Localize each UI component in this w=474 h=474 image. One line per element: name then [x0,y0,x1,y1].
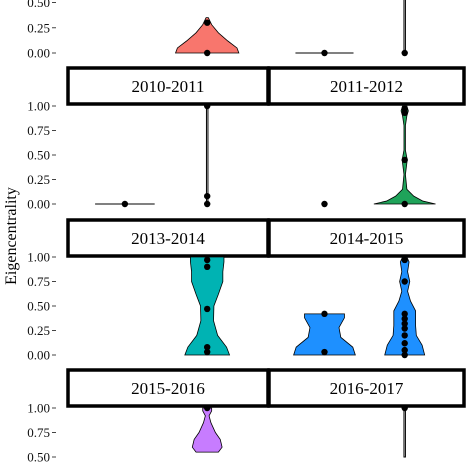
facet-panel [295,0,408,57]
y-tick-label: 0.25 [27,172,50,187]
data-point [204,200,211,208]
facet-strip-label: 2015-2016 [131,379,205,398]
violin-body [384,256,426,356]
violin-body [373,105,436,205]
violin-body [403,407,406,458]
data-point [401,346,408,354]
data-point [401,320,408,327]
data-point [204,305,211,313]
facet-strip [267,218,466,258]
facet-strip [267,368,466,408]
data-point [401,315,408,322]
y-axis-title-group: Eigencentrality [3,187,20,285]
y-tick-label: 0.25 [27,20,50,35]
data-point [204,343,211,351]
data-point [321,310,328,318]
data-point [401,49,408,57]
facet-panel: 2010-2011 0.00 0.25 0.50 0.75 1.00 [27,66,270,212]
facet-strip-label: 2013-2014 [131,229,205,248]
y-tick-label: 0.75 [27,425,50,440]
y-tick-label: 0.00 [27,197,50,212]
y-tick-label: 0.50 [27,450,50,465]
y-tick-label: 0.50 [27,0,50,10]
facet-strip [267,66,466,106]
data-point [204,404,211,412]
data-point [401,105,408,113]
data-point [401,310,408,318]
facet-panel: 2014-2015 [267,218,466,359]
facet-strip-label: 2014-2015 [330,229,404,248]
facet-panel: 0.00 0.25 0.50 [27,0,240,61]
facet-strip-label: 2010-2011 [131,77,204,96]
facet-strip-label: 2016-2017 [330,379,404,398]
y-tick-label: 0.00 [27,46,50,61]
data-point [321,49,328,57]
data-point [204,19,211,26]
data-point [121,200,129,208]
y-tick-label: 0.75 [27,274,50,289]
y-tick-label: 0.50 [27,148,50,163]
data-point [321,200,328,208]
violin-body [174,17,240,54]
facet-panels: 0.00 0.25 0.50 2010-2011 0.00 0.25 0.50 0.75 1.0… [27,0,466,465]
data-point [204,102,211,110]
facet-strip [66,66,270,106]
data-point [204,192,211,200]
data-point [204,263,211,270]
data-point [204,256,211,264]
facet-panel: 2013-2014 0.00 0.25 0.50 0.75 1.00 [27,218,270,363]
y-tick-label: 1.00 [27,250,50,265]
y-axis-title: Eigencentrality [3,187,20,285]
facet-panel: 2015-2016 0.50 0.75 1.00 [27,368,270,465]
y-tick-label: 0.25 [27,323,50,338]
data-point [401,278,408,285]
y-tick-label: 0.75 [27,123,50,138]
facet-panel: 2016-2017 [267,368,466,458]
data-point [401,256,408,264]
y-tick-label: 1.00 [27,99,50,114]
data-point [401,340,408,347]
facet-strip-label: 2011-2012 [330,77,403,96]
data-point [321,348,328,356]
data-point [401,200,408,208]
y-tick-label: 1.00 [27,401,50,416]
data-point [204,348,211,356]
data-point [401,332,408,339]
y-tick-label: 0.50 [27,299,50,314]
facet-strip [66,218,270,258]
y-tick-label: 0.00 [27,348,50,363]
violin-body [205,105,209,205]
data-point [401,351,408,359]
violin-body [191,407,223,453]
data-point [401,404,408,412]
data-point [204,49,211,57]
violin-body [293,313,356,356]
facet-panel: 2011-2012 [267,66,466,208]
data-point [401,325,408,332]
violin-body [403,0,406,54]
data-point [401,156,408,164]
